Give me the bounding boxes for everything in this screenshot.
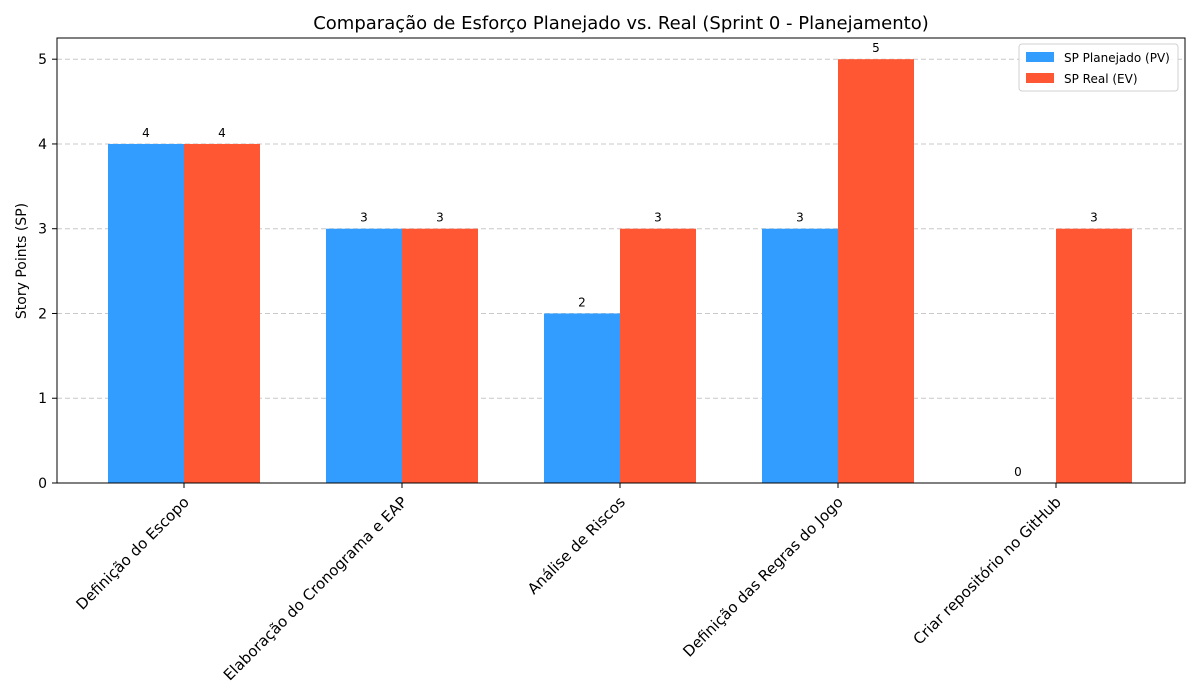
- y-tick-label: 5: [38, 52, 47, 68]
- bars: [108, 59, 1132, 483]
- bar-planned: [108, 143, 184, 483]
- chart-title: Comparação de Esforço Planejado vs. Real…: [313, 13, 929, 34]
- legend-swatch: [1026, 73, 1054, 83]
- legend: SP Planejado (PV) SP Real (EV): [1018, 43, 1179, 92]
- bar-actual: [620, 228, 696, 483]
- bar-actual: [838, 59, 914, 483]
- bar-data-label: 3: [1090, 211, 1098, 225]
- bar-data-label: 0: [1014, 465, 1022, 479]
- y-tick-label: 2: [38, 306, 47, 322]
- y-tick-label: 3: [38, 222, 47, 238]
- bar-planned: [326, 228, 402, 483]
- bar-data-label: 4: [142, 126, 150, 140]
- bar-data-label: 3: [654, 211, 662, 225]
- bar-data-label: 3: [436, 211, 444, 225]
- legend-label: SP Real (EV): [1064, 72, 1138, 86]
- y-tick-label: 1: [38, 391, 47, 407]
- legend-box: [1018, 43, 1179, 92]
- bar-planned: [762, 228, 838, 483]
- y-axis-label: Story Points (SP): [14, 203, 30, 319]
- bar-data-label: 4: [218, 126, 226, 140]
- legend-swatch: [1026, 52, 1054, 62]
- y-axis-ticks: 0 1 2 3 4 5: [38, 52, 57, 492]
- bar-actual: [1056, 228, 1132, 483]
- bar-data-label: 5: [872, 41, 880, 55]
- bar-labels: 4 4 3 3 2 3 3 5 0 3: [142, 41, 1098, 479]
- y-tick-label: 0: [38, 476, 47, 492]
- bar-data-label: 2: [578, 295, 586, 309]
- bar-data-label: 3: [796, 211, 804, 225]
- legend-label: SP Planejado (PV): [1064, 51, 1170, 65]
- bar-planned: [544, 313, 620, 483]
- bar-data-label: 3: [360, 211, 368, 225]
- bar-actual: [402, 228, 478, 483]
- bar-actual: [184, 143, 260, 483]
- y-tick-label: 4: [38, 137, 47, 153]
- plot-frame: [56, 37, 1186, 484]
